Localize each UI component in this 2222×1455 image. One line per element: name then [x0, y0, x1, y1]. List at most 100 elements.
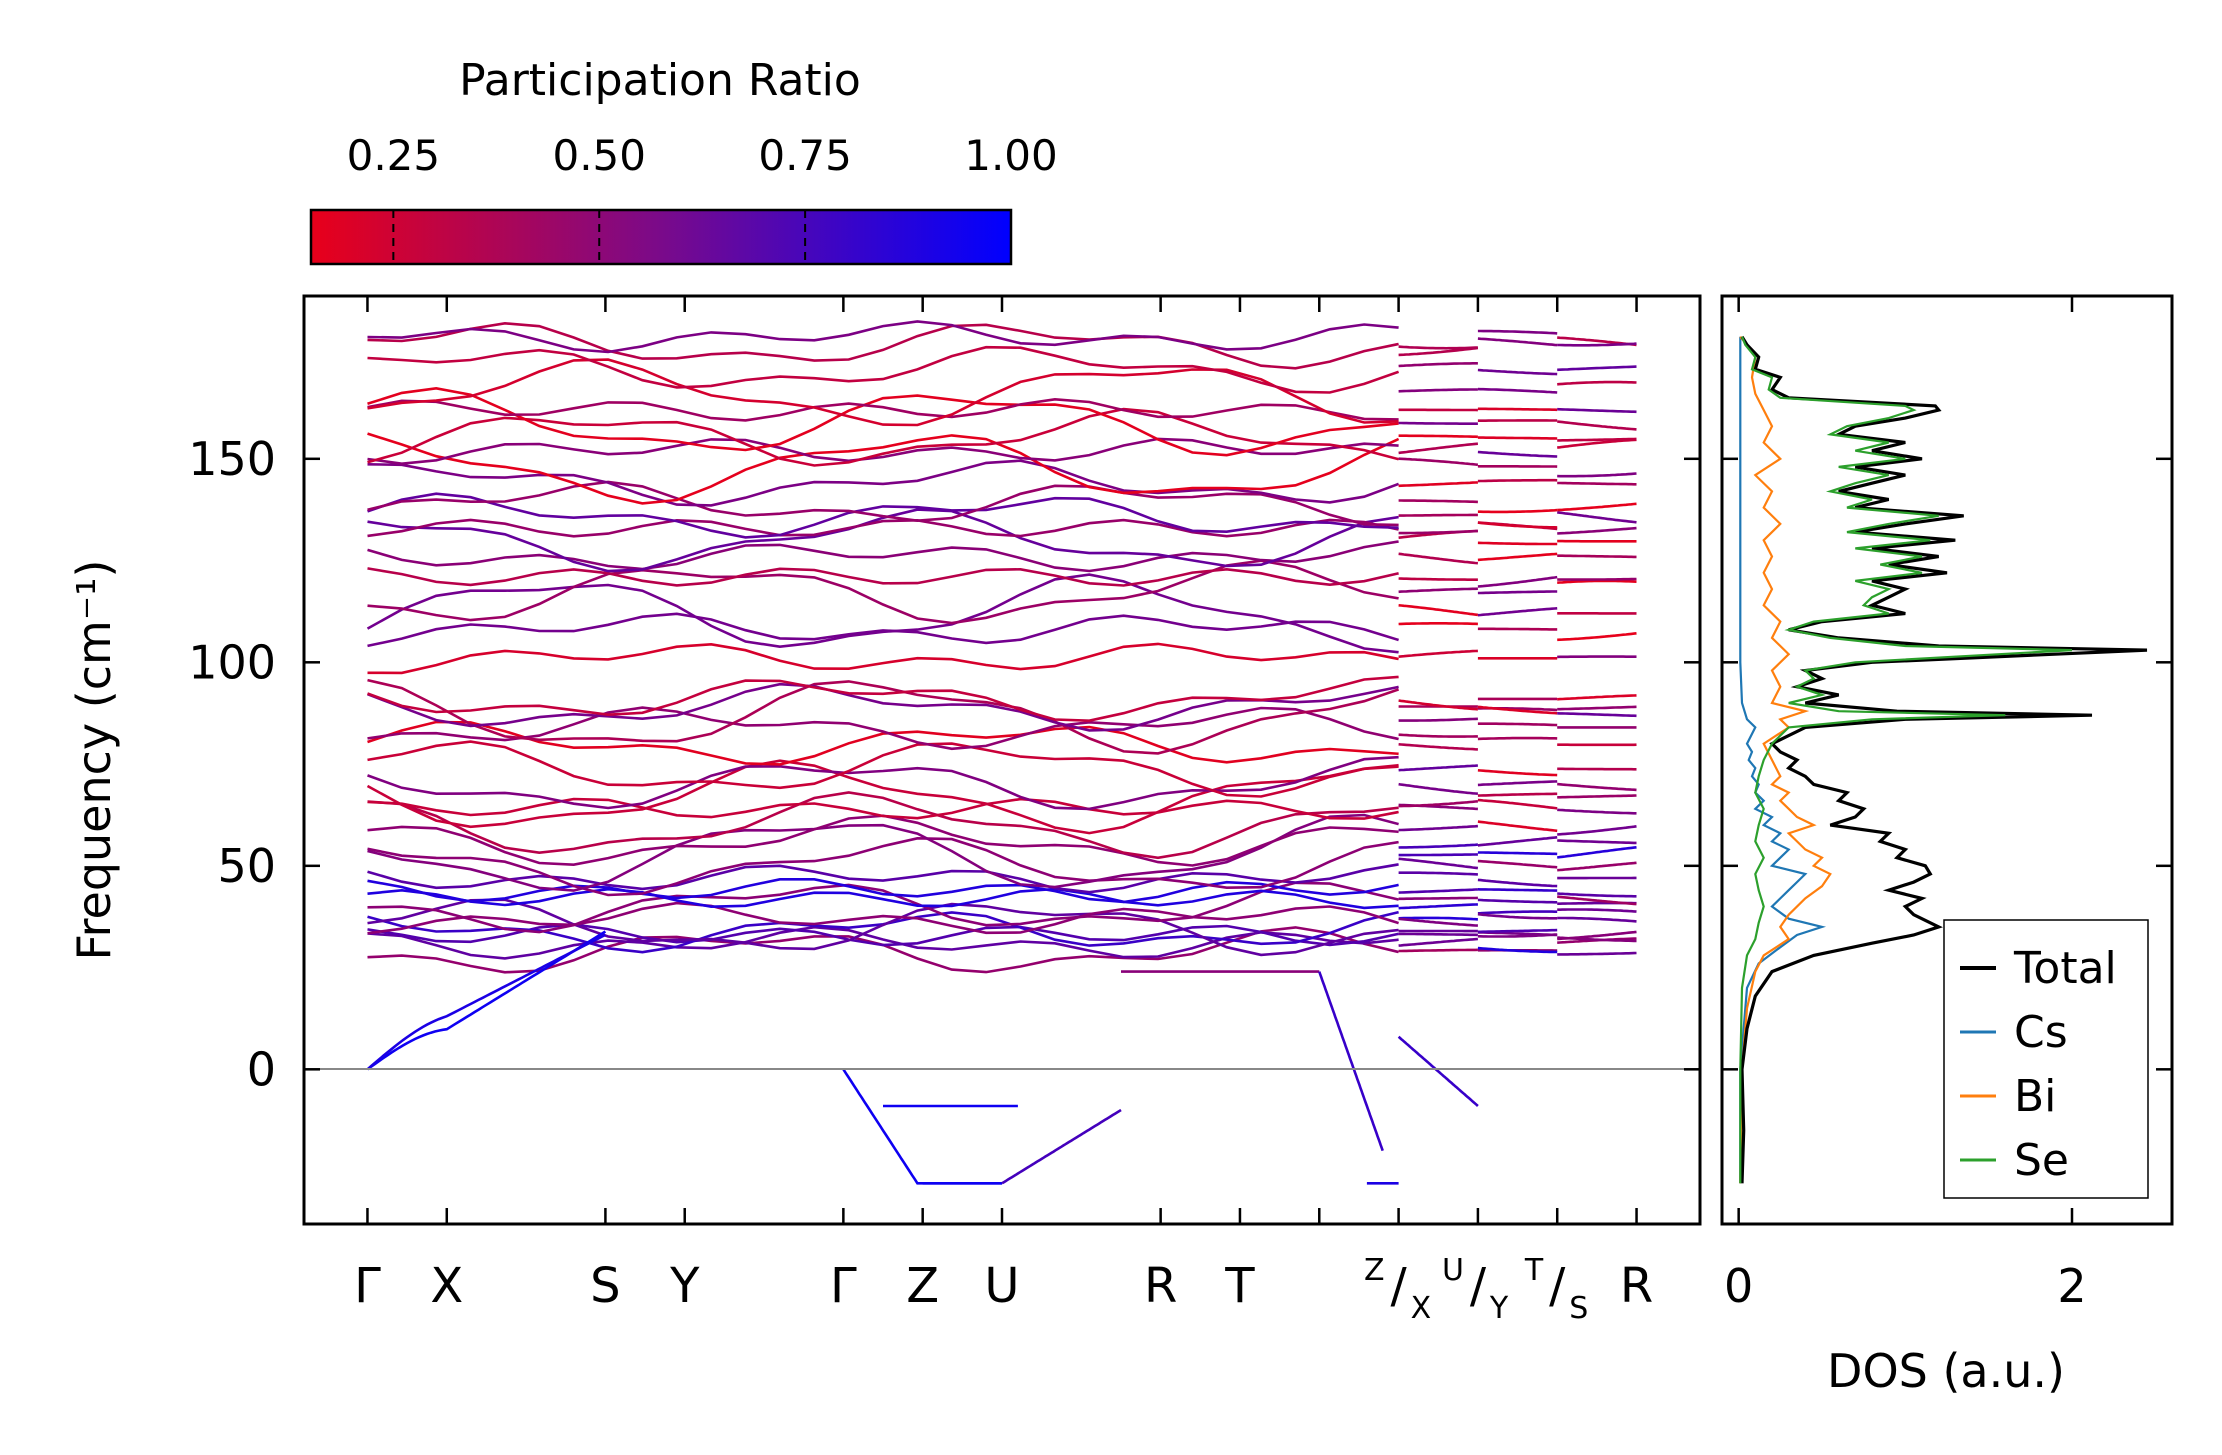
phonon-branch [1477, 436, 1558, 440]
phonon-branch [1398, 888, 1478, 894]
phonon-branch [1557, 825, 1637, 836]
legend-label-total: Total [2013, 943, 2117, 994]
dos-axes-frame [1720, 294, 2174, 1226]
phonon-branch [1477, 590, 1558, 595]
phonon-branch [1398, 499, 1478, 504]
phonon-branch [367, 321, 1399, 370]
phonon-branch [1398, 932, 1478, 937]
colorbar-ticks: 0.25 0.50 0.75 1.00 [347, 131, 1058, 264]
phonon-branch [1398, 733, 1478, 738]
phonon-branch [367, 706, 1399, 751]
phonon-branch [1477, 736, 1558, 741]
phonon-branch [1398, 782, 1478, 795]
phonon-branch [367, 397, 1399, 422]
phonon-branch [367, 612, 1399, 648]
kpoint-break-slash: / [1470, 1258, 1487, 1314]
dos-lines [1739, 335, 2148, 1184]
phonon-branch [1557, 839, 1637, 845]
phonon-branch [367, 887, 1399, 910]
phonon-branch [367, 358, 1399, 427]
phonon-branch [367, 923, 1399, 947]
phonon-branch [1477, 387, 1558, 394]
phonon-branch [1477, 607, 1558, 617]
colorbar-tick-label: 0.50 [552, 131, 646, 180]
phonon-branch [367, 877, 1399, 904]
phonon-branch [1398, 346, 1479, 357]
phonon-branch [1398, 948, 1478, 953]
kpoint-label: Γ [354, 1258, 381, 1314]
phonon-branch [1398, 743, 1478, 751]
phonon-branch [1557, 951, 1637, 956]
phonon-branch [1557, 420, 1637, 431]
phonon-branch [1557, 712, 1637, 718]
phonon-branch [1477, 859, 1558, 869]
phonon-branch [1477, 329, 1558, 335]
phonon-branch [367, 791, 1399, 860]
phonon-branch [1477, 769, 1558, 777]
dos-x-tick-label: 2 [2057, 1259, 2086, 1313]
phonon-bands [366, 320, 1637, 1185]
phonon-branch [367, 492, 1399, 539]
kpoint-label: S [590, 1258, 620, 1314]
phonon-branch [1398, 764, 1478, 772]
phonon-branch [1477, 912, 1558, 920]
dos-line-bi [1739, 335, 1832, 1184]
phonon-branch [1398, 587, 1478, 594]
phonon-branch [1398, 621, 1478, 626]
kpoint-label: Z [906, 1258, 939, 1314]
phonon-branch [1477, 508, 1558, 514]
phonon-branch [1398, 649, 1478, 658]
kpoint-break-slash: / [1549, 1258, 1566, 1314]
phonon-branch [1477, 407, 1558, 412]
phonon-branch [1398, 604, 1479, 617]
kpoint-break-slash: / [1391, 1258, 1408, 1314]
phonon-branch [1557, 579, 1637, 584]
phonon-branch [367, 797, 1399, 820]
kpoint-label: R [1144, 1258, 1177, 1314]
phonon-branch [367, 675, 1399, 723]
kpoint-break-bottom: X [1411, 1291, 1432, 1326]
phonon-branch [1477, 575, 1558, 588]
phonon-branch [367, 480, 1399, 527]
phonon-branch [367, 432, 1400, 505]
phonon-branch [367, 925, 1399, 960]
kpoint-break-top: Z [1364, 1253, 1385, 1288]
kpoint-label: Γ [830, 1258, 857, 1314]
dos-x-tick-label: 0 [1724, 1259, 1753, 1313]
phonon-branch [1398, 388, 1478, 393]
phonon-branch [1557, 782, 1637, 792]
acoustic-branch [1318, 971, 1384, 1152]
phonon-branch [367, 678, 1400, 755]
phonon-branch [1477, 792, 1558, 797]
phonon-branch [367, 642, 1399, 675]
phonon-branch [1398, 896, 1478, 901]
phonon-branch [1398, 552, 1478, 565]
band-y-ticks: 0 50 100 150 [188, 432, 1700, 1096]
kpoint-break-top: U [1442, 1253, 1464, 1288]
phonon-branch [1557, 380, 1637, 386]
phonon-branch [1557, 930, 1637, 941]
phonon-branch [1557, 472, 1637, 478]
legend-label-cs: Cs [2014, 1007, 2068, 1058]
phonon-branch [1557, 554, 1637, 559]
phonon-branch [1477, 910, 1558, 915]
phonon-branch [1477, 798, 1558, 810]
phonon-branch [1398, 916, 1478, 921]
kpoint-label: Y [669, 1258, 700, 1314]
phonon-branch [1398, 442, 1478, 455]
acoustic-branch [1397, 1035, 1479, 1107]
phonon-branch [1398, 717, 1478, 722]
phonon-branch [1398, 529, 1478, 535]
phonon-branch [1477, 552, 1558, 562]
phonon-branch [1557, 632, 1637, 642]
phonon-branch [1398, 871, 1478, 876]
phonon-branch [366, 573, 1399, 654]
phonon-branch [1398, 857, 1479, 870]
kpoint-label: R [1620, 1258, 1653, 1314]
phonon-branch [1477, 851, 1558, 856]
phonon-branch [367, 518, 1399, 538]
phonon-branch [367, 881, 1399, 934]
kpoint-label: T [1224, 1258, 1255, 1314]
